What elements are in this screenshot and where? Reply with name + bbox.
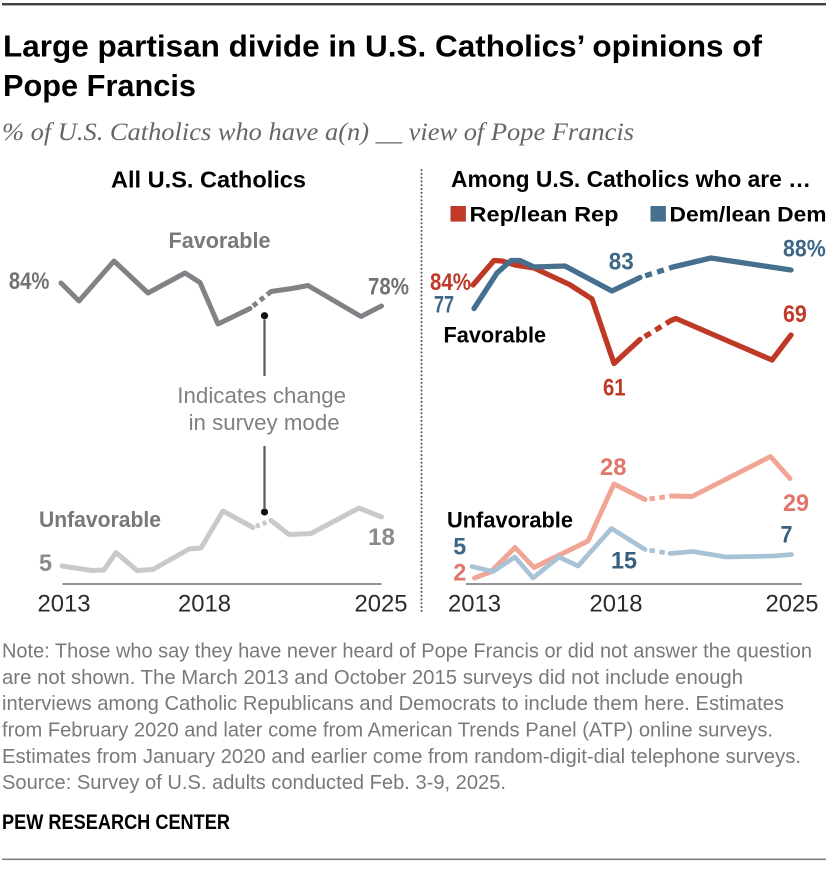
svg-text:Pope Francis: Pope Francis — [3, 69, 196, 103]
svg-text:Source: Survey of U.S. adults: Source: Survey of U.S. adults conducted … — [2, 772, 506, 794]
svg-text:2025: 2025 — [766, 591, 819, 618]
svg-text:7: 7 — [781, 521, 793, 548]
svg-text:All U.S. Catholics: All U.S. Catholics — [111, 166, 306, 192]
svg-text:Favorable: Favorable — [169, 228, 271, 253]
svg-text:5: 5 — [39, 550, 52, 577]
svg-text:Among U.S. Catholics who are …: Among U.S. Catholics who are … — [451, 166, 811, 192]
svg-text:5: 5 — [453, 533, 466, 560]
svg-text:84%: 84% — [430, 269, 471, 296]
svg-text:% of U.S. Catholics who have a: % of U.S. Catholics who have a(n) __ vie… — [2, 119, 634, 146]
svg-text:2018: 2018 — [178, 591, 231, 618]
svg-text:Large partisan divide in U.S.: Large partisan divide in U.S. Catholics’… — [3, 30, 763, 64]
svg-text:2013: 2013 — [38, 591, 91, 618]
svg-text:2: 2 — [453, 560, 466, 587]
svg-text:Unfavorable: Unfavorable — [447, 508, 573, 533]
svg-text:PEW RESEARCH CENTER: PEW RESEARCH CENTER — [2, 811, 230, 834]
svg-text:are not shown. The March 2013: are not shown. The March 2013 and Octobe… — [2, 667, 743, 689]
svg-text:Favorable: Favorable — [444, 323, 547, 348]
svg-text:83: 83 — [609, 248, 634, 275]
svg-text:Rep/lean Rep: Rep/lean Rep — [470, 203, 619, 227]
svg-text:15: 15 — [611, 548, 637, 575]
svg-text:29: 29 — [783, 490, 809, 517]
svg-text:Estimates from January 2020 an: Estimates from January 2020 and earlier … — [2, 746, 801, 768]
svg-text:from February 2020 and later c: from February 2020 and later come from A… — [2, 720, 773, 742]
svg-text:Dem/lean Dem: Dem/lean Dem — [670, 203, 827, 227]
svg-text:77: 77 — [434, 291, 454, 318]
svg-text:28: 28 — [600, 454, 626, 481]
svg-text:88%: 88% — [783, 235, 826, 262]
svg-text:interviews among Catholic Repu: interviews among Catholic Republicans an… — [2, 693, 784, 715]
svg-text:69: 69 — [783, 301, 807, 328]
svg-text:Note: Those who say they have: Note: Those who say they have never hear… — [2, 641, 812, 663]
svg-text:84%: 84% — [9, 268, 50, 295]
svg-text:18: 18 — [368, 524, 395, 551]
svg-text:61: 61 — [603, 375, 626, 402]
svg-text:2025: 2025 — [355, 591, 408, 618]
svg-text:2018: 2018 — [590, 591, 643, 618]
svg-text:in survey mode: in survey mode — [189, 410, 340, 435]
svg-text:78%: 78% — [368, 273, 409, 300]
svg-text:Unfavorable: Unfavorable — [39, 507, 161, 532]
svg-text:Indicates change: Indicates change — [177, 383, 346, 408]
svg-text:2013: 2013 — [448, 591, 501, 618]
